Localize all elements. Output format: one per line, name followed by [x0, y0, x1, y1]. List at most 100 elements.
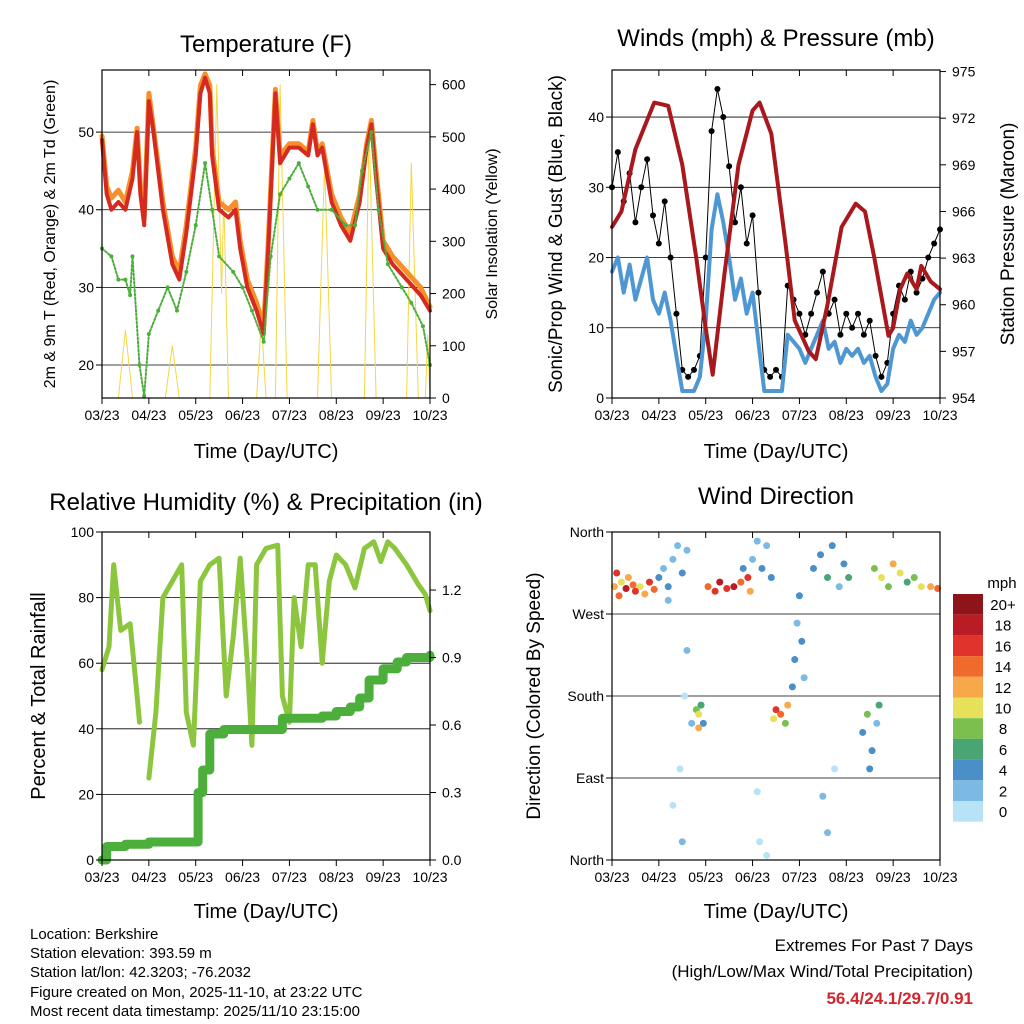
- gust-point: [849, 324, 856, 331]
- x-tick-label: 07/23: [782, 869, 817, 885]
- temperature-title: Temperature (F): [180, 31, 352, 58]
- humidity-plot: 03/23 04/23 05/23 06/23 07/23 08/23 09/23 10/23…: [71, 524, 462, 885]
- gust-point: [661, 198, 668, 205]
- y-tick-label: North: [570, 524, 604, 540]
- temp-2m-line: [100, 75, 432, 336]
- x-tick-label: 06/23: [225, 869, 260, 885]
- y-right-tick-label: 1.2: [442, 582, 462, 598]
- gust-point: [737, 184, 744, 191]
- direction-point: [636, 583, 644, 591]
- direction-point: [613, 569, 621, 577]
- y-tick-label: West: [572, 606, 604, 622]
- direction-point: [746, 587, 754, 595]
- direction-point: [624, 574, 632, 582]
- gust-point: [855, 310, 861, 317]
- y-right-tick-label: 0: [442, 390, 450, 406]
- direction-point: [800, 674, 808, 682]
- gust-point: [614, 149, 621, 156]
- wind-line: [610, 192, 942, 393]
- plot-frame: [101, 69, 431, 399]
- direction-point: [877, 574, 885, 582]
- direction-point: [678, 838, 686, 846]
- direction-point: [863, 710, 871, 718]
- direction-point: [704, 583, 712, 591]
- gust-point: [808, 310, 815, 317]
- gust-point: [708, 128, 715, 135]
- direction-point: [763, 851, 771, 859]
- gust-point: [749, 212, 756, 219]
- direction-point: [695, 724, 703, 732]
- direction-point: [695, 710, 703, 718]
- legend-label: 14: [995, 659, 1012, 676]
- x-tick-label: 05/23: [178, 407, 213, 423]
- direction-point: [927, 583, 935, 591]
- y-right-tick-label: 972: [952, 110, 976, 126]
- gust-point: [831, 296, 838, 303]
- direction-point: [744, 574, 752, 582]
- y-tick-label: 100: [71, 524, 95, 540]
- y-right-tick-label: 200: [442, 286, 466, 302]
- direction-point: [772, 706, 780, 714]
- gust-point: [767, 373, 774, 380]
- x-tick-label: 05/23: [688, 407, 723, 423]
- y-right-tick-label: 300: [442, 233, 466, 249]
- direction-point: [758, 564, 766, 572]
- direction-point: [669, 801, 677, 809]
- speed-legend: mph 20+ 18 16 14 12 10 8 6 4 2 0: [953, 575, 1017, 822]
- legend-swatch: [953, 759, 983, 781]
- y-tick-label: East: [576, 770, 604, 786]
- rh-line: [99, 562, 142, 725]
- legend-label: 16: [995, 638, 1012, 655]
- direction-point: [660, 564, 668, 572]
- gust-point: [913, 289, 920, 296]
- pressure-line: [610, 100, 942, 377]
- winds-ylabel: Sonic/Prop Wind & Gust (Blue, Black): [546, 75, 567, 393]
- y-tick-label: 20: [78, 786, 94, 802]
- x-tick-label: 08/23: [319, 869, 354, 885]
- y-tick-label: 0: [86, 852, 94, 868]
- direction-point: [798, 637, 806, 645]
- gust-point: [644, 156, 651, 163]
- x-tick-label: 04/23: [131, 869, 166, 885]
- direction-point: [781, 719, 789, 727]
- legend-swatch: [953, 780, 983, 801]
- humidity-title: Relative Humidity (%) & Precipitation (i…: [49, 489, 482, 516]
- direction-point: [784, 701, 792, 709]
- gust-point: [685, 373, 692, 380]
- legend-swatch: [953, 697, 983, 719]
- direction-point: [788, 683, 796, 691]
- direction-title: Wind Direction: [698, 483, 854, 510]
- direction-point: [674, 542, 682, 550]
- gust-point: [632, 219, 639, 226]
- direction-point: [655, 574, 663, 582]
- winds-xlabel: Time (Day/UTC): [704, 441, 849, 463]
- x-tick-label: 03/23: [84, 407, 119, 423]
- legend-label: 20+: [990, 597, 1016, 614]
- direction-plot: 03/23 04/23 05/23 06/23 07/23 08/23 09/23 10/23…: [567, 524, 957, 885]
- direction-point: [737, 578, 745, 586]
- direction-point: [875, 701, 883, 709]
- y-right-tick-label: 975: [952, 64, 976, 80]
- x-tick-label: 04/23: [641, 407, 676, 423]
- direction-point: [884, 583, 892, 591]
- x-tick-label: 03/23: [84, 869, 119, 885]
- footer-elevation: Station elevation: 393.59 m: [30, 945, 212, 962]
- y-tick-label: 50: [78, 124, 94, 140]
- direction-point: [824, 829, 832, 837]
- footer-latlon: Station lat/lon: 42.3203; -76.2032: [30, 964, 251, 981]
- y-tick-label: 20: [588, 250, 604, 266]
- direction-point: [676, 765, 684, 773]
- direction-point: [688, 719, 696, 727]
- legend-label: 6: [999, 742, 1007, 759]
- y-right-tick-label: 966: [952, 203, 976, 219]
- y-tick-label: 30: [588, 179, 604, 195]
- direction-point: [795, 592, 803, 600]
- direction-point: [711, 587, 719, 595]
- legend-swatch: [953, 738, 983, 760]
- legend-label: 0: [999, 804, 1007, 821]
- gust-point: [866, 317, 873, 324]
- x-tick-label: 04/23: [131, 407, 166, 423]
- direction-point: [631, 587, 639, 595]
- direction-point: [753, 788, 761, 796]
